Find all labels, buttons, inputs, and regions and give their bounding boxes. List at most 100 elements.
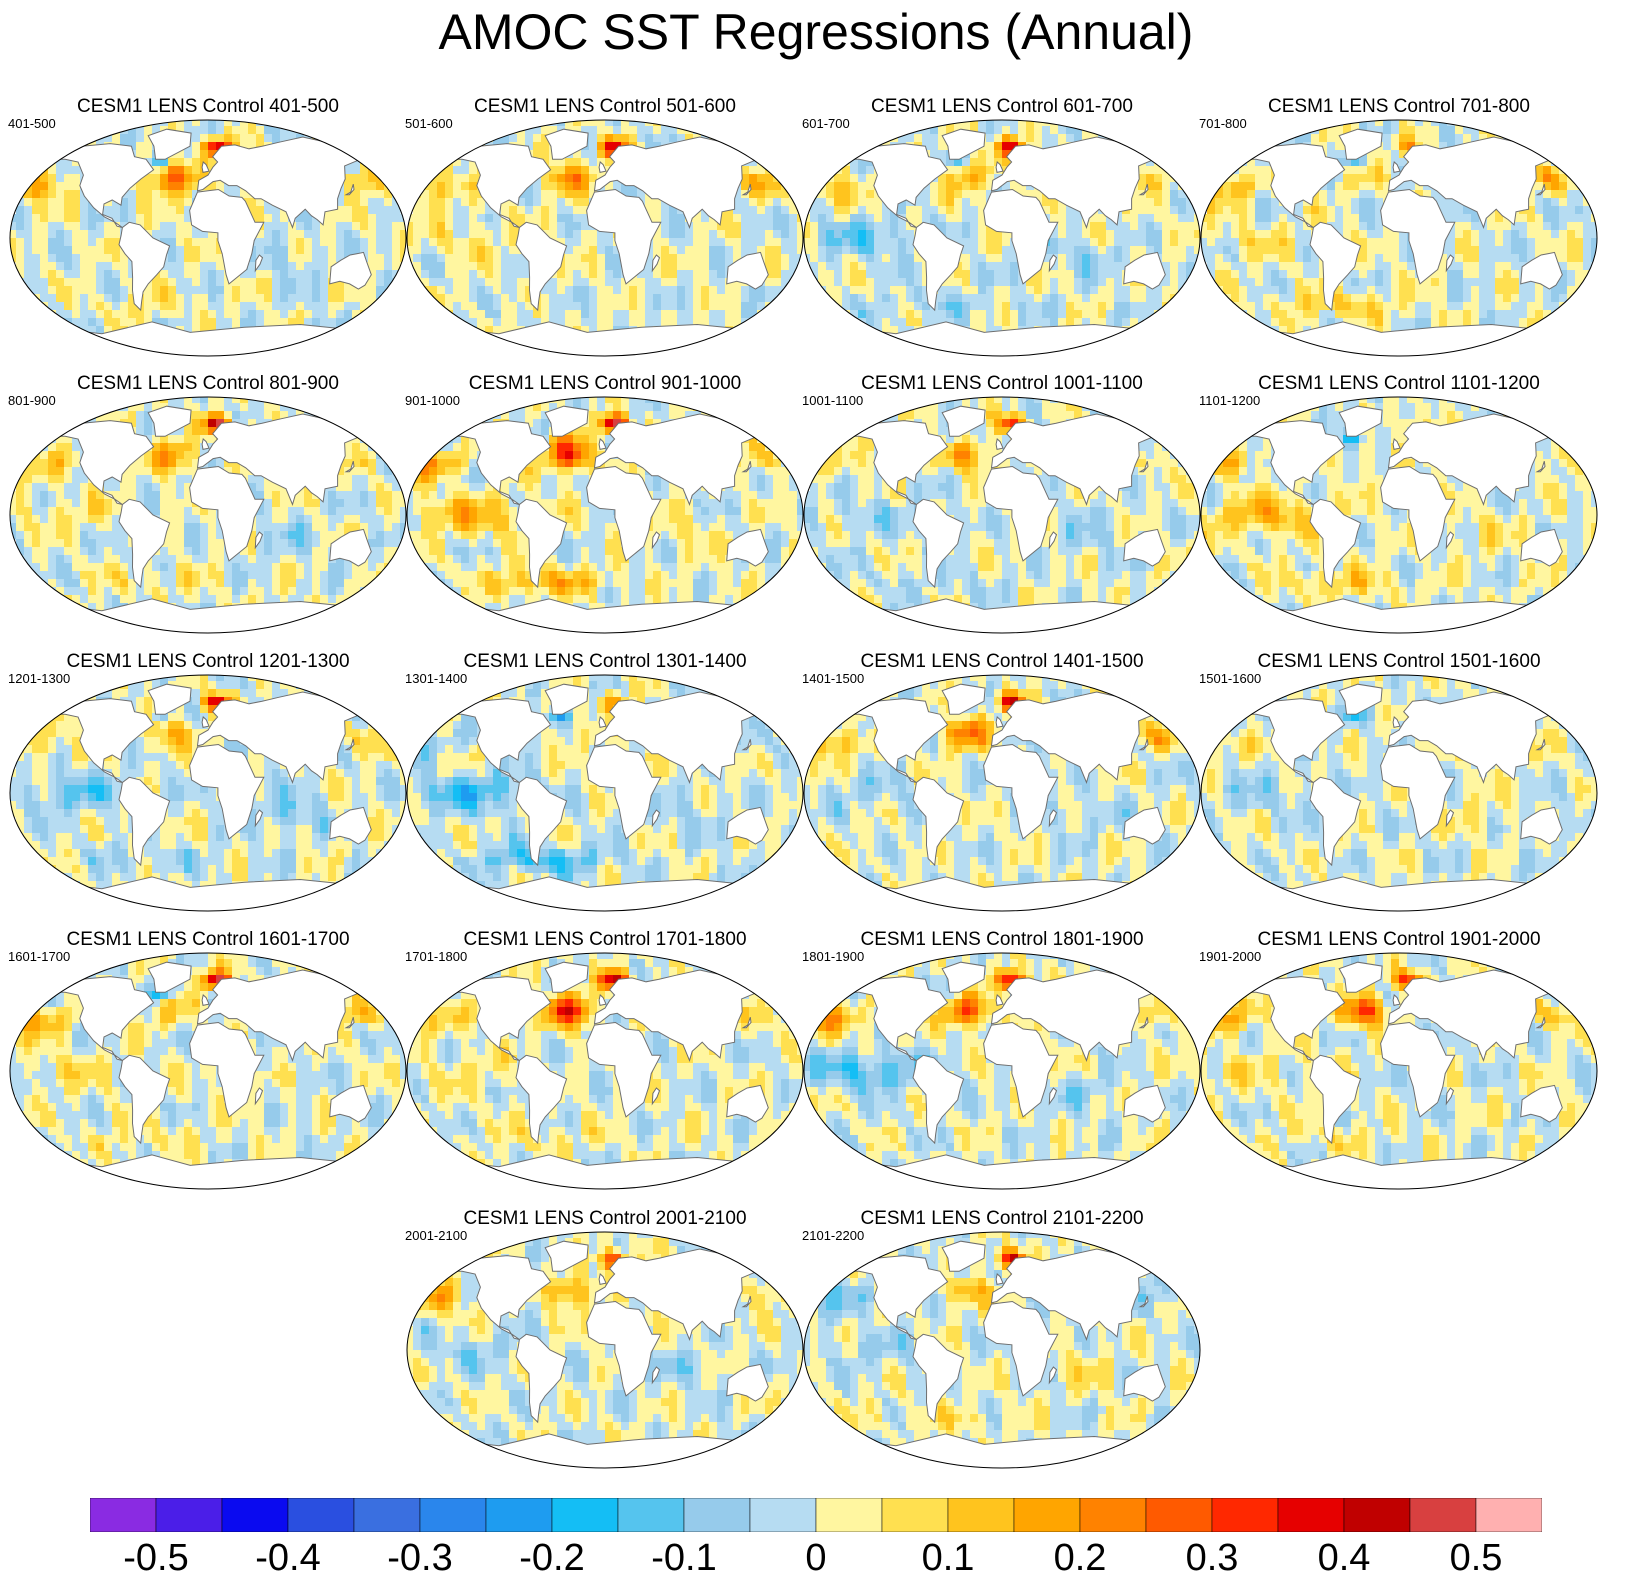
continent-outline (254, 1087, 264, 1106)
map-panel: CESM1 LENS Control 801-900 801-900 (8, 373, 408, 635)
map-panel: CESM1 LENS Control 2001-2100 2001-2100 (405, 1208, 805, 1470)
continent-outline (189, 188, 265, 285)
continent-outline (189, 465, 265, 562)
continents (836, 683, 1173, 911)
map-border (803, 674, 1201, 912)
colorbar-swatch (1079, 1498, 1147, 1532)
continent-outline (1123, 806, 1166, 845)
continent-outline (912, 1054, 965, 1145)
map-border (9, 119, 407, 357)
panel-period-label: 1201-1300 (8, 671, 70, 686)
map-border (406, 1231, 804, 1469)
colorbar-swatch (485, 1498, 553, 1532)
map-panel: CESM1 LENS Control 1001-1100 1001-1100 (802, 373, 1202, 635)
map-border (9, 674, 407, 912)
continent-outline (593, 691, 776, 785)
sst-map (9, 396, 407, 634)
continent-outline (941, 405, 986, 437)
sst-map (1200, 396, 1598, 634)
continent-outline (1241, 420, 1346, 505)
continent-outline (1380, 743, 1456, 840)
continent-outline (447, 1255, 552, 1340)
continent-outline (544, 405, 589, 437)
map-border (406, 119, 804, 357)
panel-title: CESM1 LENS Control 2001-2100 (405, 1208, 805, 1230)
colorbar-swatch (419, 1498, 487, 1532)
continent-outline (1138, 739, 1149, 751)
continent-outline (344, 461, 355, 473)
continent-outline (447, 976, 552, 1061)
continent-outline (1392, 716, 1401, 728)
continent-outline (515, 776, 568, 867)
continent-outline (50, 698, 155, 783)
continent-outline (147, 405, 192, 437)
continent-outline (651, 1087, 661, 1106)
continents (42, 961, 379, 1189)
panel-title: CESM1 LENS Control 1501-1600 (1199, 651, 1599, 673)
continent-outline (196, 969, 379, 1063)
continent-outline (995, 438, 1004, 450)
continent-outline (544, 683, 589, 715)
continent-outline (726, 1084, 769, 1123)
continent-outline (329, 251, 372, 290)
continent-outline (344, 1017, 355, 1029)
map-panel: CESM1 LENS Control 401-500 401-500 (8, 96, 408, 358)
continent-outline (1392, 161, 1401, 173)
panel-title: CESM1 LENS Control 1101-1200 (1199, 373, 1599, 395)
sst-map (9, 952, 407, 1190)
continent-outline (726, 528, 769, 567)
continent-outline (1123, 1084, 1166, 1123)
colorbar-swatch (1013, 1498, 1081, 1532)
continent-outline (844, 1255, 949, 1340)
continent-outline (1309, 776, 1362, 867)
continent-outline (995, 716, 1004, 728)
continent-outline (1445, 254, 1455, 273)
continent-outline (726, 251, 769, 290)
continent-outline (1392, 994, 1401, 1006)
continent-outline (1387, 136, 1570, 230)
continent-outline (990, 136, 1173, 230)
continent-outline (983, 1021, 1059, 1118)
continent-outline (201, 438, 210, 450)
sst-map (803, 396, 1201, 634)
continent-outline (1380, 188, 1456, 285)
map-border (1200, 396, 1598, 634)
map-border (803, 952, 1201, 1190)
panel-period-label: 2101-2200 (802, 1228, 864, 1243)
colorbar-tick-label: -0.2 (519, 1536, 584, 1580)
continent-outline (990, 969, 1173, 1063)
sst-map (9, 119, 407, 357)
colorbar-swatch (683, 1498, 751, 1532)
map-border (803, 396, 1201, 634)
continent-outline (593, 969, 776, 1063)
continent-outline (1048, 1366, 1058, 1385)
continent-outline (515, 221, 568, 312)
sst-map (803, 674, 1201, 912)
map-panel: CESM1 LENS Control 1401-1500 1401-1500 (802, 651, 1202, 913)
continent-outline (1535, 461, 1546, 473)
continent-outline (983, 465, 1059, 562)
continent-outline (118, 776, 171, 867)
colorbar-swatch (287, 1498, 355, 1532)
continent-outline (147, 683, 192, 715)
panel-title: CESM1 LENS Control 1601-1700 (8, 929, 408, 951)
colorbar-swatch (1211, 1498, 1279, 1532)
continent-outline (990, 1248, 1173, 1342)
continent-outline (912, 776, 965, 867)
continent-outline (651, 1366, 661, 1385)
panel-title: CESM1 LENS Control 601-700 (802, 96, 1202, 118)
continent-outline (1535, 1017, 1546, 1029)
continent-outline (1445, 531, 1455, 550)
continent-outline (1520, 1084, 1563, 1123)
continent-outline (995, 1273, 1004, 1285)
panel-title: CESM1 LENS Control 1401-1500 (802, 651, 1202, 673)
continent-outline (586, 188, 662, 285)
colorbar-tick-label: 0 (805, 1536, 826, 1580)
continents (439, 405, 776, 633)
colorbar-swatch (1343, 1498, 1411, 1532)
continent-outline (1241, 976, 1346, 1061)
continent-outline (593, 136, 776, 230)
colorbar-swatch (617, 1498, 685, 1532)
colorbar-tick-label: 0.1 (922, 1536, 975, 1580)
panel-period-label: 601-700 (802, 116, 850, 131)
